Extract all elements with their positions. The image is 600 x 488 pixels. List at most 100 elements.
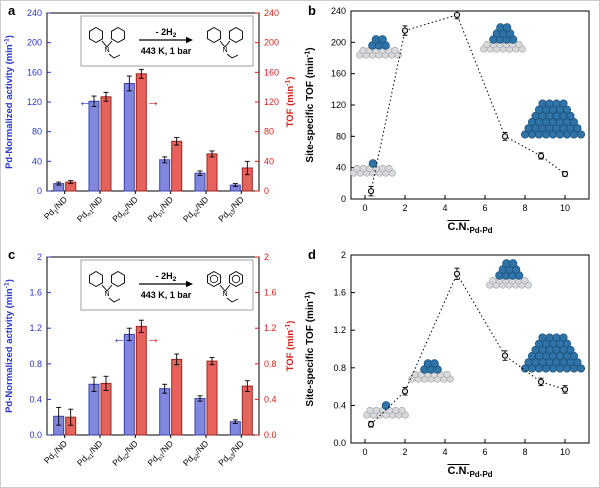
- x-axis-tick-label: 6: [482, 203, 487, 213]
- released-hydrogen-label: - 2H2: [156, 27, 177, 39]
- panel-a-bar-chart: 0 0 40 40 80 80 120 120 160 160 200 200 240 240 Pd-Nor…: [4, 8, 296, 225]
- right-axis-tick-label: 40: [264, 156, 274, 166]
- support-atom: [398, 406, 406, 415]
- y-axis-tick-label: 1.6: [333, 288, 346, 298]
- support-atom: [359, 46, 367, 55]
- reaction-arrow-head: [186, 280, 193, 288]
- right-y-axis-title: TOF (min-1): [285, 321, 296, 372]
- y-axis-tick-label: 0.8: [333, 363, 346, 373]
- tof-bar: [100, 96, 112, 192]
- left-axis-tick-label: 2: [37, 252, 42, 262]
- support-atom: [391, 406, 400, 415]
- reaction-arrow-head: [186, 36, 193, 44]
- y-axis-tick-label: 80: [336, 131, 346, 141]
- activity-bar: [159, 159, 171, 192]
- left-axis-tick-label: 0.8: [29, 359, 42, 369]
- pyrrole-ring: [101, 40, 113, 48]
- category-label: Pdp1/ND: [146, 194, 177, 225]
- single-pd-atom-inset: [350, 159, 396, 177]
- x-axis-tick-label: 8: [522, 203, 527, 213]
- tof-bar: [206, 360, 218, 436]
- support-atom: [443, 370, 451, 379]
- support-atom: [515, 40, 523, 49]
- x-axis-tick-label: 8: [522, 447, 527, 457]
- pd-atom: [381, 401, 391, 410]
- nitrogen-label: N: [222, 47, 227, 54]
- left-axis-tick-label: 0.4: [29, 394, 42, 404]
- panel-b-letter: b: [308, 3, 316, 18]
- nitrogen-label: N: [222, 291, 227, 298]
- pd-atom: [559, 99, 568, 108]
- pyrrole-ring: [101, 284, 113, 292]
- left-axis-tick-label: 1.6: [29, 288, 42, 298]
- left-axis-tick-label: 200: [27, 38, 42, 48]
- cn-overline-label: C.N.: [447, 465, 470, 477]
- data-point: [401, 27, 409, 34]
- pd-atom: [576, 130, 586, 139]
- data-point: [537, 152, 545, 160]
- data-point: [401, 388, 409, 395]
- left-y-axis-title: Pd-Normalized activity (min-1): [4, 279, 15, 413]
- pd-atom: [430, 359, 439, 368]
- small-pd-cluster-inset: [356, 35, 402, 59]
- category-label: Pdp3/ND: [216, 194, 247, 225]
- reaction-scheme-box: [80, 15, 254, 67]
- right-axis-indicator-arrow: →: [146, 93, 160, 109]
- y-axis-tick-label: 0.4: [333, 400, 346, 410]
- y-axis-title: Site-specific TOF (min-1): [303, 47, 316, 162]
- category-label: Pd1/ND: [42, 194, 71, 223]
- x-axis-tick-label: 4: [442, 203, 447, 213]
- panel-d-letter: d: [308, 247, 316, 262]
- product-molecule: N: [207, 26, 243, 59]
- right-axis-tick-label: 0.8: [264, 359, 277, 369]
- right-axis-tick-label: 200: [264, 38, 279, 48]
- ring: [229, 26, 243, 44]
- left-axis-tick-label: 1.2: [29, 323, 42, 333]
- ring: [111, 26, 125, 44]
- data-point: [453, 270, 461, 277]
- pd-atom: [559, 333, 568, 342]
- reactant-molecule: N: [89, 26, 125, 59]
- right-axis-tick-label: 2: [264, 252, 269, 262]
- y-axis-tick-label: 40: [336, 163, 346, 173]
- x-axis-tick-label: 10: [560, 447, 570, 457]
- pyrrole-ring: [219, 284, 231, 292]
- data-point: [501, 133, 509, 140]
- pd-atom: [573, 358, 582, 367]
- data-point: [453, 11, 461, 19]
- y-axis-tick-label: 200: [331, 37, 346, 47]
- tof-bar: [241, 385, 253, 436]
- pd-atom: [566, 111, 575, 120]
- ring: [207, 26, 221, 44]
- activity-bar: [123, 83, 135, 192]
- category-label: Pdp1/ND: [146, 438, 177, 469]
- reaction-conditions-label: 443 K, 1 bar: [141, 46, 192, 56]
- category-label: Pdn2/ND: [110, 194, 141, 225]
- y-axis-tick-label: 240: [331, 6, 346, 16]
- category-label: Pdp3/ND: [216, 438, 247, 469]
- cn-subscript-label: Pd-Pd: [469, 226, 493, 236]
- right-axis-tick-label: 0.0: [264, 430, 277, 440]
- tof-bar: [171, 140, 183, 192]
- ethyl-group: [108, 53, 121, 59]
- plot-frame: [350, 254, 590, 444]
- y-axis-tick-label: 2: [341, 250, 346, 260]
- pd-atom: [378, 35, 387, 44]
- data-point: [561, 170, 569, 178]
- pd-atom: [573, 124, 582, 133]
- panel-c-bar-chart: 0.0 0.0 0.4 0.4 0.8 0.8 1.2 1.2 1.6 1.6 2 2 Pd-Norma…: [4, 252, 296, 469]
- right-y-axis-title: TOF (min-1): [285, 77, 296, 128]
- pd-atom: [538, 333, 547, 342]
- support-atom: [372, 406, 380, 415]
- nitrogen-label: N: [104, 291, 109, 298]
- support-atom: [385, 164, 393, 173]
- x-axis-tick-label: 10: [560, 203, 570, 213]
- pd-nanoparticle-inset: [520, 99, 586, 139]
- pd-atom: [566, 345, 575, 354]
- nitrogen-label: N: [104, 47, 109, 54]
- cn-subscript-label: Pd-Pd: [469, 470, 493, 480]
- product-molecule: N: [207, 270, 243, 303]
- aromatic-ring-circle: [231, 274, 241, 284]
- y-axis-tick-label: 0: [341, 194, 346, 204]
